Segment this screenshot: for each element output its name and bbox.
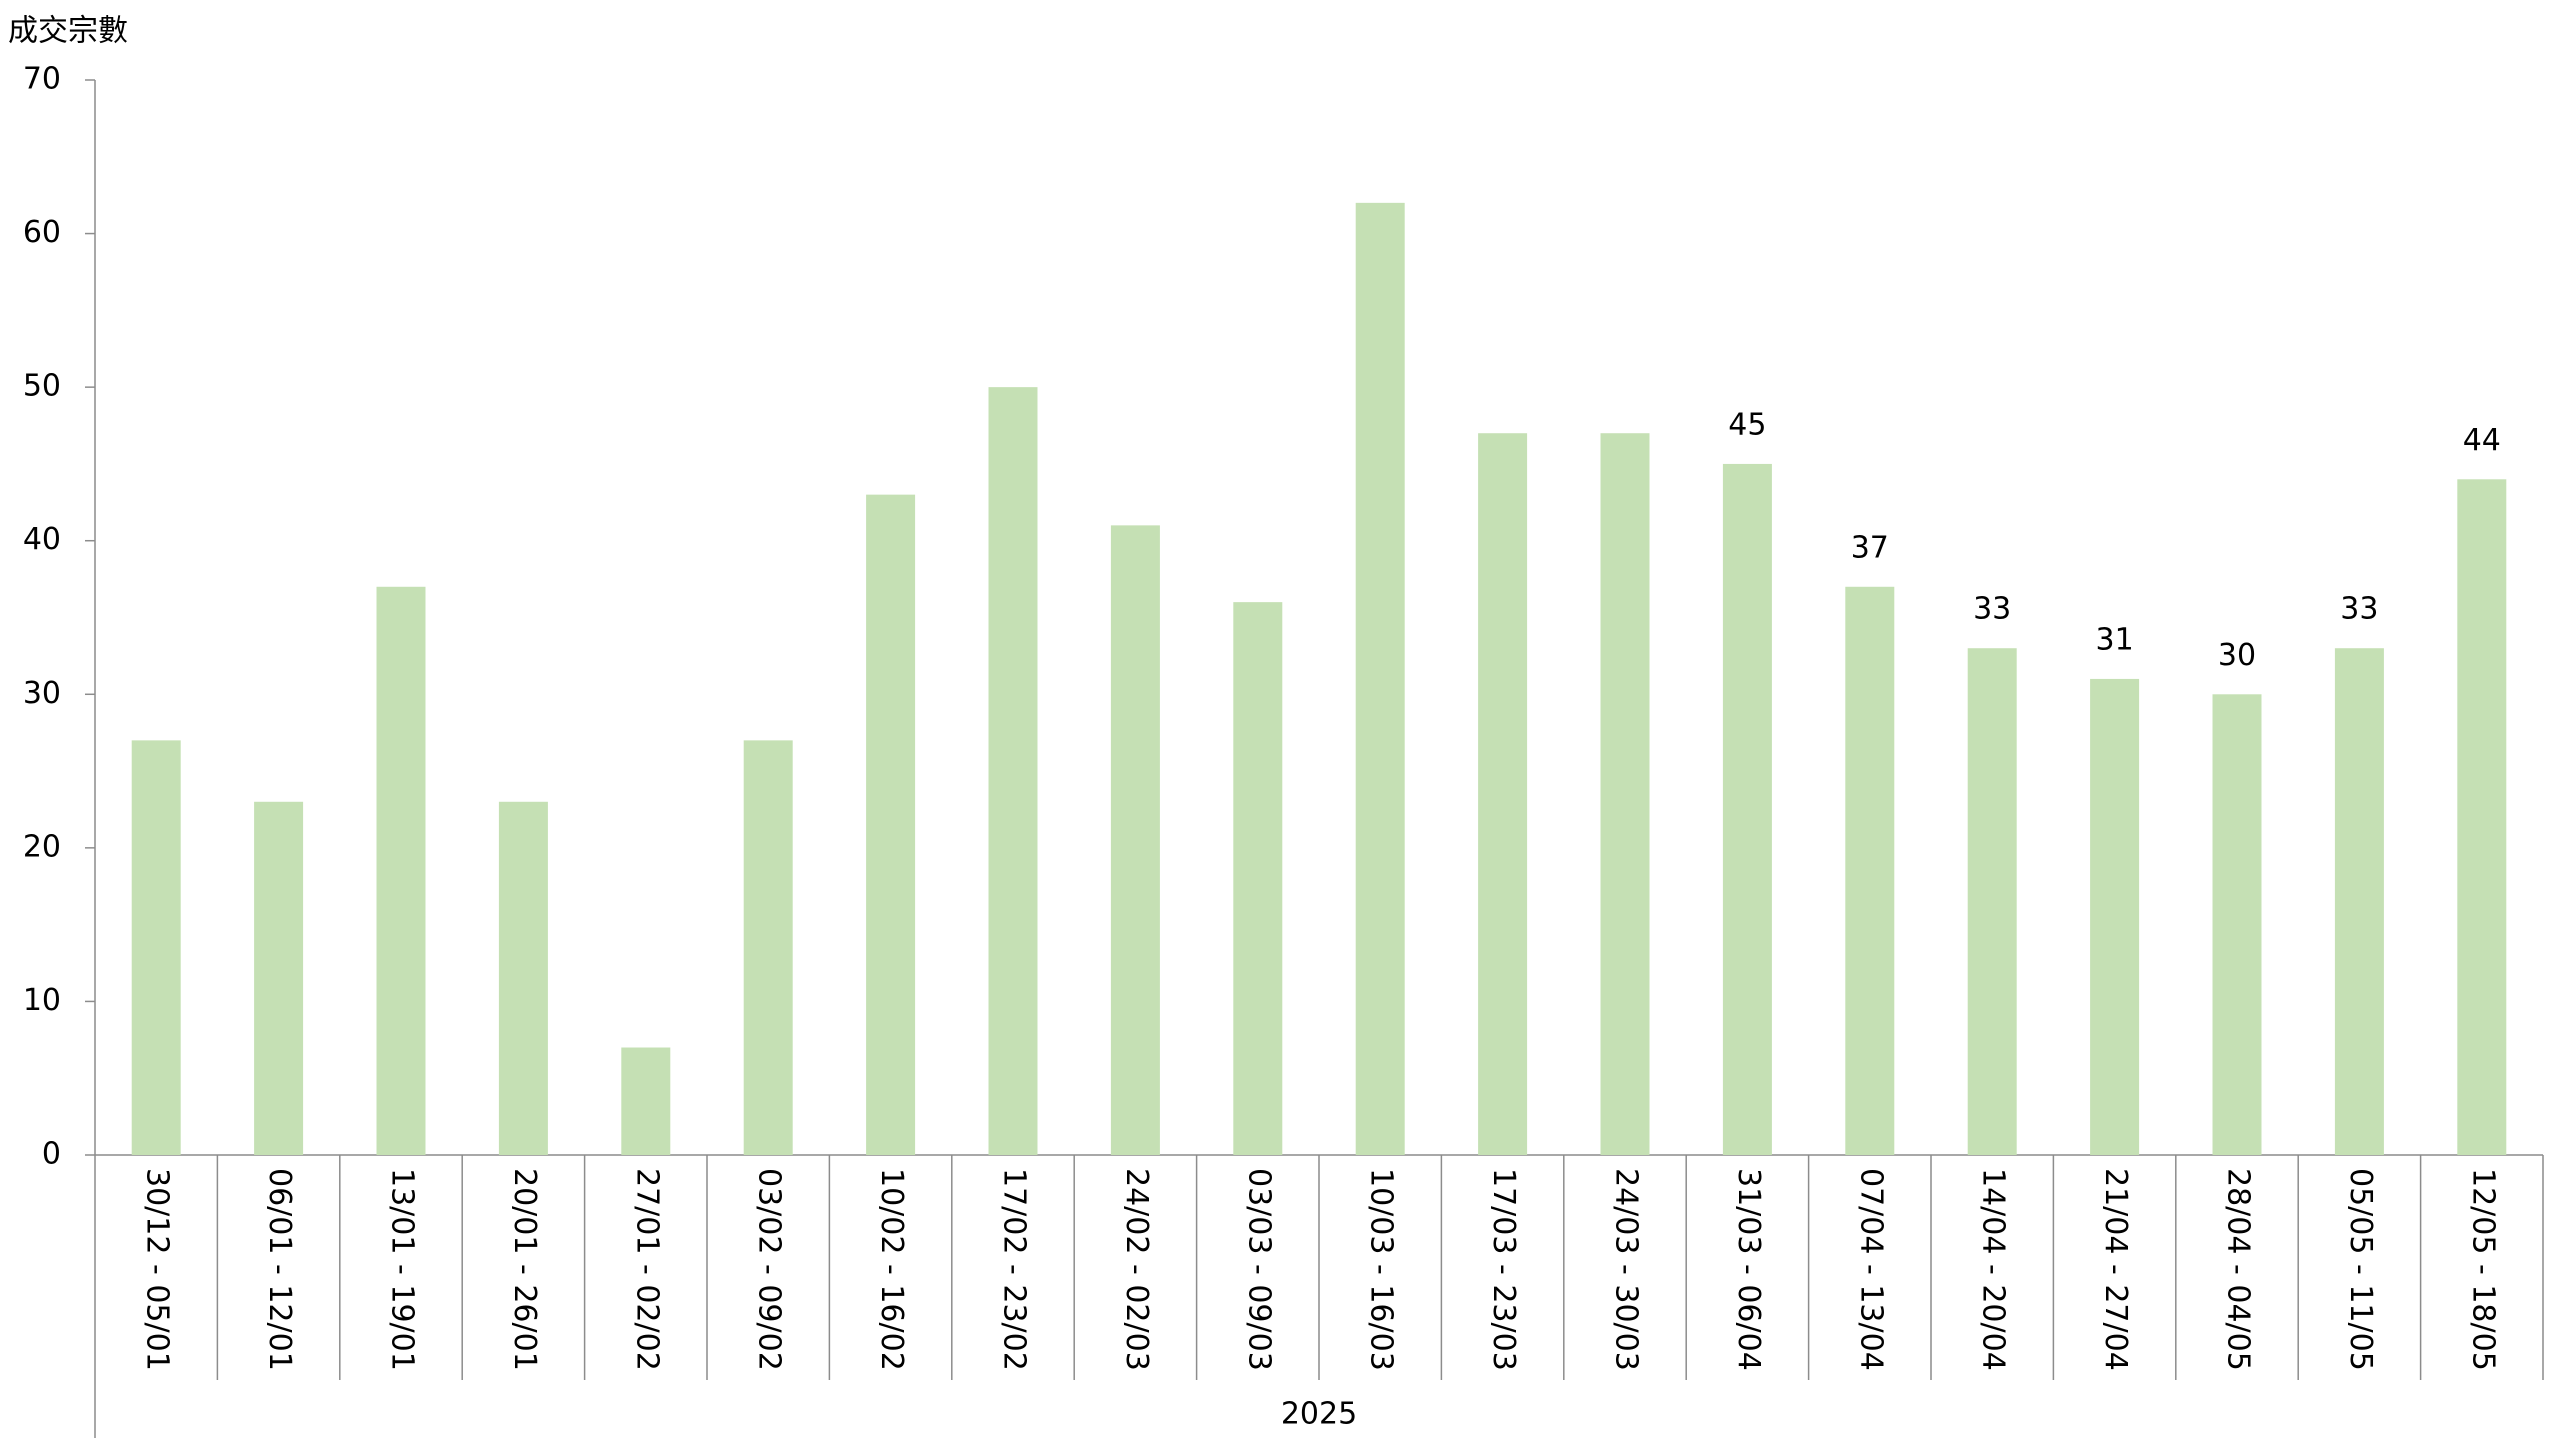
x-tick-label: 17/03 - 23/03 [1486, 1168, 1521, 1371]
y-tick-label: 40 [23, 522, 61, 557]
bar [1355, 202, 1405, 1155]
bar [1967, 648, 2017, 1155]
x-tick-label: 24/03 - 30/03 [1609, 1168, 1644, 1371]
x-tick-label: 10/02 - 16/02 [874, 1168, 909, 1371]
x-tick-label: 05/05 - 11/05 [2343, 1168, 2378, 1371]
x-tick-label: 28/04 - 04/05 [2221, 1168, 2256, 1371]
value-label: 31 [2096, 622, 2134, 657]
bar [988, 387, 1038, 1156]
bar [1845, 586, 1895, 1155]
y-tick-label: 30 [23, 676, 61, 711]
x-tick-label: 12/05 - 18/05 [2465, 1168, 2500, 1371]
bar [1233, 602, 1283, 1155]
value-label: 45 [1728, 407, 1766, 442]
group-label: 2025 [1281, 1397, 1357, 1432]
value-label: 33 [2340, 592, 2378, 627]
x-tick-label: 10/03 - 16/03 [1364, 1168, 1399, 1371]
x-tick-label: 13/01 - 19/01 [385, 1168, 420, 1371]
y-axis-label: 成交宗數 [8, 14, 128, 49]
bar [1110, 525, 1160, 1155]
x-tick-label: 06/01 - 12/01 [262, 1168, 297, 1371]
bar [2457, 479, 2507, 1155]
bar [866, 494, 916, 1156]
bar [2090, 678, 2140, 1155]
bar [498, 801, 548, 1155]
x-tick-label: 03/03 - 09/03 [1241, 1168, 1276, 1371]
x-tick-label: 14/04 - 20/04 [1976, 1168, 2011, 1371]
value-label: 30 [2218, 638, 2256, 673]
y-tick-label: 0 [42, 1137, 61, 1172]
x-tick-label: 31/03 - 06/04 [1731, 1168, 1766, 1371]
x-tick-label: 21/04 - 27/04 [2098, 1168, 2133, 1371]
y-tick-label: 60 [23, 215, 61, 250]
bar [1478, 433, 1528, 1155]
bar [131, 740, 181, 1155]
bar [1722, 463, 1772, 1155]
bar [743, 740, 793, 1155]
y-tick-label: 70 [23, 62, 61, 97]
value-label: 44 [2463, 423, 2501, 458]
value-label: 33 [1973, 592, 2011, 627]
x-tick-label: 27/01 - 02/02 [629, 1168, 664, 1371]
y-tick-label: 20 [23, 829, 61, 864]
value-label: 37 [1851, 530, 1889, 565]
bar [621, 1047, 671, 1155]
y-tick-label: 50 [23, 369, 61, 404]
x-tick-label: 24/02 - 02/03 [1119, 1168, 1154, 1371]
bar [1600, 433, 1650, 1155]
bar [254, 801, 304, 1155]
x-tick-label: 17/02 - 23/02 [997, 1168, 1032, 1371]
x-tick-label: 07/04 - 13/04 [1853, 1168, 1888, 1371]
x-tick-label: 20/01 - 26/01 [507, 1168, 542, 1371]
x-tick-label: 30/12 - 05/01 [140, 1168, 175, 1371]
x-tick-label: 03/02 - 09/02 [752, 1168, 787, 1371]
bar [2212, 694, 2262, 1155]
y-tick-label: 10 [23, 983, 61, 1018]
bar [376, 586, 426, 1155]
bar [2334, 648, 2384, 1155]
